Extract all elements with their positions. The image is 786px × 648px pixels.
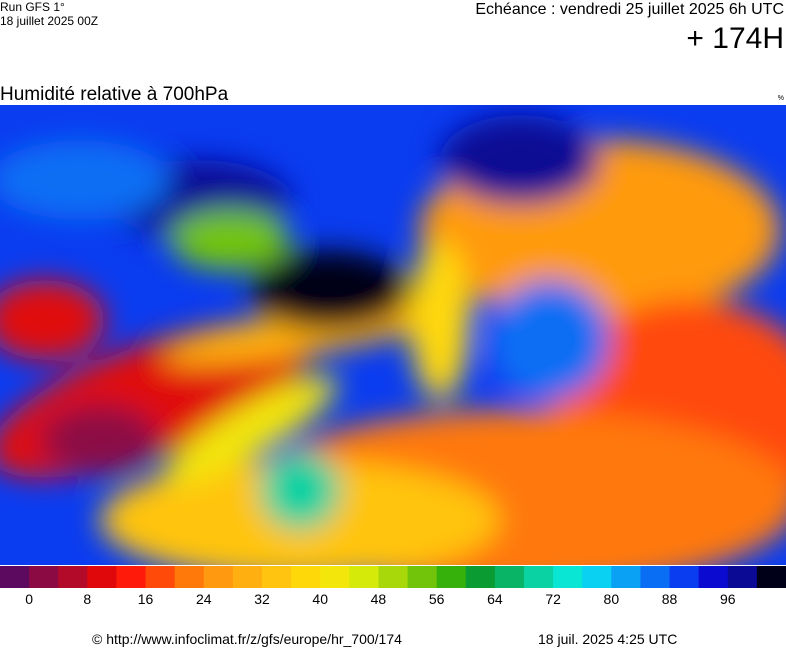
generated: 18 juil. 2025 4:25 UTC (538, 631, 677, 647)
run-label: Run GFS 1° (0, 0, 65, 14)
color-swatch (262, 566, 292, 588)
color-swatch (727, 566, 758, 588)
color-swatch (320, 566, 350, 588)
color-swatch (145, 566, 176, 588)
tick-label: 24 (196, 591, 212, 607)
color-swatch (611, 566, 641, 588)
tick-label: 64 (487, 591, 503, 607)
color-swatch (669, 566, 700, 588)
source: © http://www.infoclimat.fr/z/gfs/europe/… (92, 631, 402, 647)
colorbar: 0 8 16 24 32 40 48 56 64 72 80 88 96 (0, 566, 786, 607)
color-swatch (291, 566, 321, 588)
humidity-map (0, 105, 786, 565)
color-swatch (698, 566, 729, 588)
color-swatch (29, 566, 59, 588)
tick-label: 80 (604, 591, 620, 607)
tick-label: 48 (371, 591, 387, 607)
color-swatch (174, 566, 205, 588)
color-swatch (378, 566, 409, 588)
unit: % (778, 95, 784, 102)
color-swatch (203, 566, 234, 588)
color-swatch (553, 566, 583, 588)
tick-label: 16 (138, 591, 154, 607)
color-swatch (582, 566, 612, 588)
forecast-time: Echéance : vendredi 25 juillet 2025 6h U… (475, 1, 784, 18)
tick-label: 8 (83, 591, 91, 607)
tick-label: 88 (662, 591, 678, 607)
tick-label: 72 (545, 591, 561, 607)
color-swatch (58, 566, 88, 588)
lead-time: + 174H (686, 22, 784, 55)
color-swatch (87, 566, 117, 588)
color-swatch (524, 566, 554, 588)
run-date: 18 juillet 2025 00Z (0, 14, 98, 28)
map-title: Humidité relative à 700hPa (0, 84, 229, 105)
color-swatch (232, 566, 263, 588)
color-swatch (436, 566, 467, 588)
color-swatch (349, 566, 379, 588)
tick-label: 32 (254, 591, 270, 607)
color-swatch (0, 566, 30, 588)
color-swatch (756, 566, 786, 588)
tick-label: 56 (429, 591, 445, 607)
tick-label: 40 (312, 591, 328, 607)
color-swatch (116, 566, 147, 588)
color-swatch (640, 566, 671, 588)
color-swatch (465, 566, 496, 588)
tick-label: 96 (720, 591, 736, 607)
tick-label: 0 (25, 591, 33, 607)
color-swatch (494, 566, 525, 588)
color-swatch (407, 566, 438, 588)
